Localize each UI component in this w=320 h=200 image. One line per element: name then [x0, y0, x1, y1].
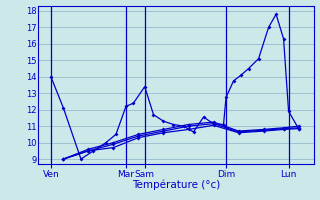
X-axis label: Température (°c): Température (°c) — [132, 180, 220, 190]
